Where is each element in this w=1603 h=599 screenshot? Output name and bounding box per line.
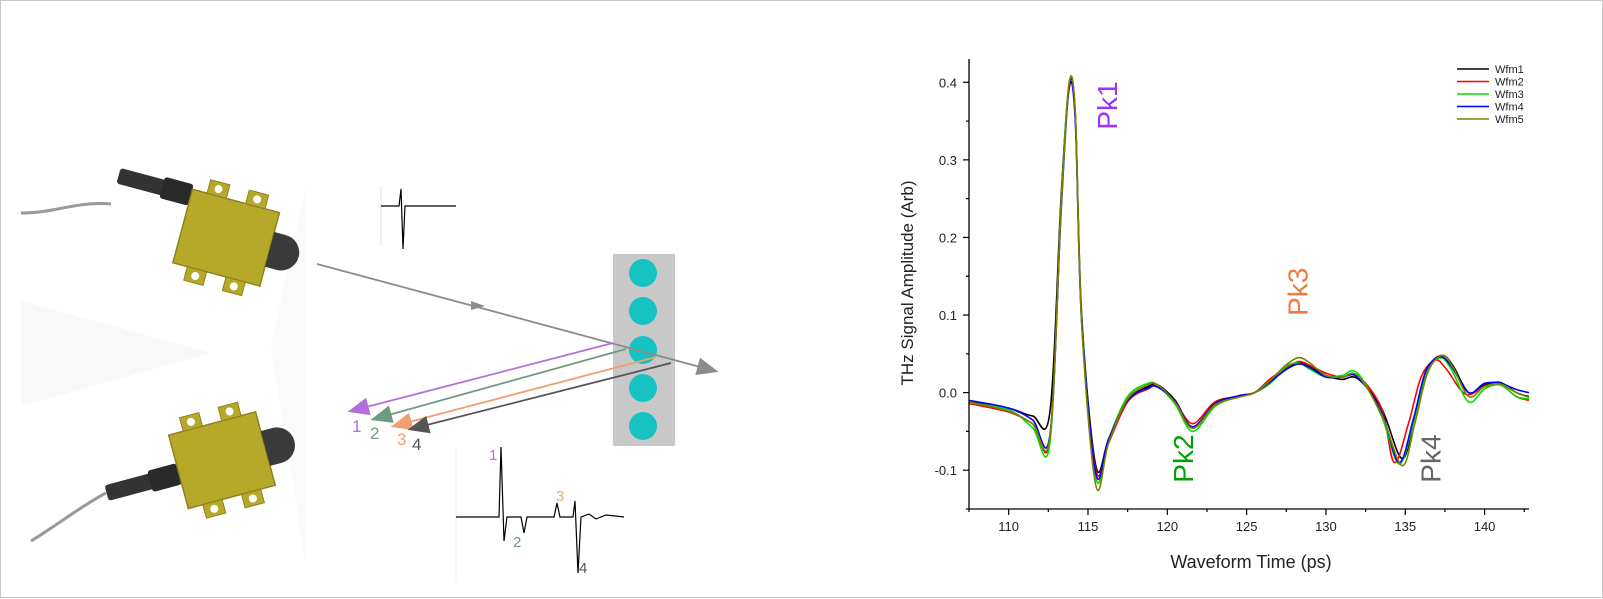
series-line-wfm3	[968, 75, 1530, 484]
x-tick-label: 115	[1078, 519, 1099, 534]
y-tick-label: 0.4	[939, 75, 957, 90]
x-tick-label: 130	[1315, 519, 1337, 534]
thz-emitter-top	[20, 168, 300, 297]
legend-label: Wfm3	[1495, 89, 1524, 101]
peak-label-pk1: Pk1	[1092, 81, 1123, 129]
sample-ball	[629, 297, 657, 325]
reflected-waveform-inset	[455, 446, 625, 581]
beam-direction-arrow	[471, 301, 485, 310]
reflection-label-2: 2	[370, 424, 379, 443]
trace-label-4: 4	[579, 560, 587, 577]
y-tick-label: 0.3	[939, 153, 957, 168]
x-tick-label: 125	[1236, 519, 1258, 534]
x-tick-label: 140	[1474, 519, 1496, 534]
reflection-label-1: 1	[352, 417, 361, 436]
reflection-beam-2	[370, 348, 627, 423]
x-axis-label: Waveform Time (ps)	[1170, 552, 1331, 572]
peak-label-pk3: Pk3	[1282, 268, 1313, 316]
y-tick-label: 0.2	[939, 230, 957, 245]
reflection-label-3: 3	[397, 430, 406, 449]
plot-lines	[968, 75, 1530, 492]
thz-receiver-bottom	[30, 401, 295, 543]
trace-label-2: 2	[513, 534, 521, 551]
thz-reflection-schematic: 1 2 3 4 1 2 3 4	[20, 168, 719, 581]
thz-waveform-chart: 110 115 120 125 130 135 140 -0.1 0.0 0.1 0.2 0.3 0.4…	[901, 59, 1530, 572]
trace-label-3: 3	[556, 488, 564, 505]
legend-label: Wfm1	[1495, 64, 1524, 76]
reflection-label-4: 4	[412, 435, 421, 454]
peak-label-pk4: Pk4	[1416, 434, 1447, 482]
x-tick-label: 110	[998, 519, 1019, 534]
y-tick-label: -0.1	[935, 463, 957, 478]
annotations: Pk1 Pk2 Pk3 Pk4	[1092, 81, 1447, 482]
reflection-beam-1	[347, 342, 614, 416]
peak-label-pk2: Pk2	[1168, 434, 1199, 482]
legend-label: Wfm4	[1495, 102, 1524, 114]
sample-ball	[629, 374, 657, 402]
series-line-wfm5	[968, 75, 1530, 492]
sample-ball	[629, 259, 657, 287]
y-tick-label: 0.0	[939, 386, 957, 401]
y-tick-label: 0.1	[939, 308, 957, 323]
sample-ball	[629, 412, 657, 440]
faint-shadow	[271, 186, 306, 566]
series-line-wfm2	[968, 81, 1530, 477]
x-tick-label: 120	[1156, 519, 1178, 534]
faint-shadow	[21, 301, 211, 406]
legend-label: Wfm5	[1495, 114, 1524, 126]
trace-label-1: 1	[489, 447, 497, 464]
legend-label: Wfm2	[1495, 77, 1524, 89]
reflection-beam-4	[407, 362, 672, 434]
x-tick-label: 135	[1394, 519, 1416, 534]
series-line-wfm4	[968, 80, 1530, 480]
incident-beam	[316, 263, 719, 376]
reflection-beam-3	[390, 356, 657, 431]
sample-ball	[629, 336, 657, 364]
incident-pulse-inset	[380, 186, 456, 250]
y-axis-label: THz Signal Amplitude (Arb)	[901, 180, 917, 385]
axes: 110 115 120 125 130 135 140 -0.1 0.0 0.1 0.2 0.3 0.4	[935, 59, 1529, 534]
